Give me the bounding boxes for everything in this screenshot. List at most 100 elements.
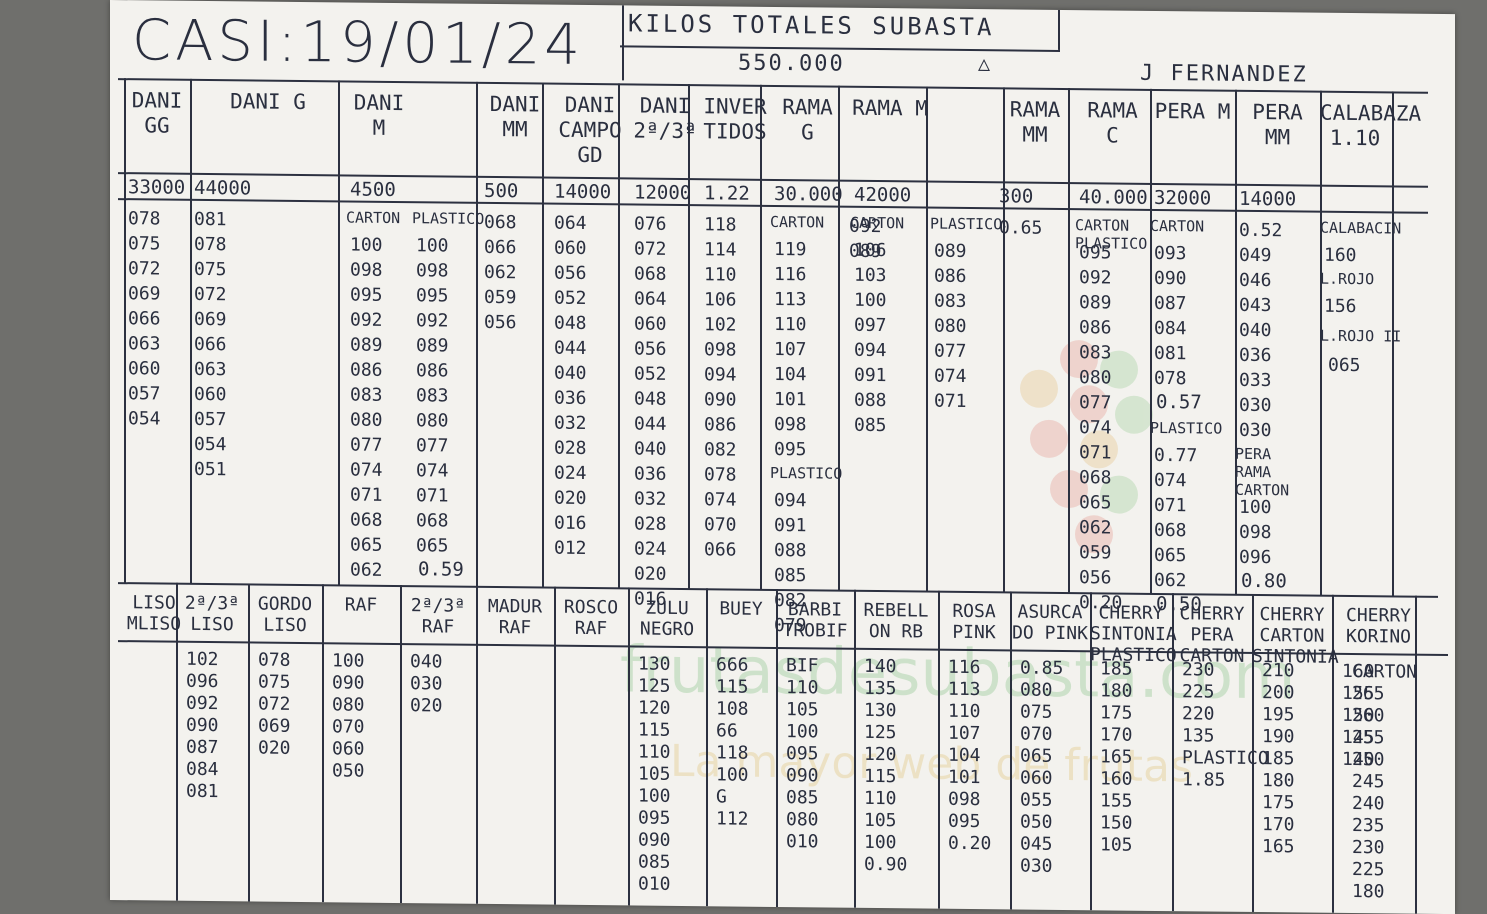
cell-value: 085: [774, 564, 807, 587]
cell-value: 068: [484, 211, 517, 234]
cell-value: 100: [638, 785, 671, 807]
cell-value: 106: [854, 239, 887, 262]
cell-value: 0.20: [948, 832, 992, 855]
cell-value: 115: [638, 719, 671, 741]
cell-value: 068: [350, 509, 383, 531]
cell-value: 100: [854, 289, 887, 312]
cell-value: 165: [1100, 746, 1133, 768]
cell-value: 040: [1239, 319, 1272, 342]
cell-value: 101: [948, 766, 981, 789]
cell-value: 010: [786, 831, 819, 853]
value-column: 0.85 080 075 070 065 060 055 050 045 030: [1020, 658, 1063, 878]
cell-value: 078: [258, 649, 291, 671]
cell-value: 036: [634, 463, 667, 485]
column-header: ZULU NEGRO: [639, 597, 695, 641]
column-total: 300: [999, 185, 1034, 208]
cell-value: 119: [774, 238, 807, 261]
sub-label: CARTON: [850, 213, 905, 233]
cell-value: 105: [864, 809, 897, 832]
column-total: 12000: [634, 181, 692, 205]
cell-value: 098: [1239, 521, 1272, 544]
cell-value: 032: [554, 412, 587, 434]
cell-value: 060: [332, 738, 365, 760]
cell-value: 043: [1239, 294, 1272, 317]
cell-value: 095: [786, 743, 819, 765]
total-kilos: 550.000: [738, 50, 845, 77]
cell-value: 105: [786, 699, 819, 721]
cell-value: 060: [634, 313, 667, 335]
cell-value: 072: [128, 258, 161, 280]
column-header: PERA M: [1154, 98, 1231, 124]
cell-value: 070: [332, 716, 365, 738]
cell-value: 120: [864, 743, 897, 766]
value-column: 100 098 095 092 089 086 083 080 077 074 071 068 065 0…: [350, 233, 383, 583]
column-header: DANI 2ª/3ª: [633, 93, 697, 144]
cell-value: 106: [704, 289, 737, 311]
rule-line: [1150, 88, 1152, 594]
cell-value: 200: [1262, 682, 1295, 704]
cell-value: 097: [854, 314, 887, 337]
cell-value: 024: [554, 462, 587, 484]
cell-value: 040: [634, 438, 667, 460]
rule-line: [688, 84, 690, 590]
cell-value: 116: [774, 263, 807, 286]
cell-value: 092: [186, 692, 219, 715]
value-column: CARTON 265 260 255 250 245 240 235 230 225 180: [1352, 661, 1417, 904]
cell-value: 156: [1324, 295, 1357, 318]
cell-value: 098: [704, 339, 737, 361]
cell-value: 078: [194, 233, 227, 256]
column-header: RAMA G: [782, 95, 833, 145]
cell-value: 059: [484, 286, 517, 309]
column-total: 44000: [194, 176, 252, 200]
cell-value: 0.59: [418, 558, 464, 581]
cell-value: 095: [774, 438, 807, 461]
cell-value: 118: [716, 742, 749, 764]
cell-value: 060: [1020, 767, 1053, 789]
value-column: 065: [1328, 353, 1361, 378]
cell-value: 150: [1100, 812, 1133, 834]
cell-value: 088: [854, 389, 887, 412]
cell-value: 105: [638, 763, 671, 785]
cell-value: 102: [704, 314, 737, 336]
cell-value: 098: [774, 413, 807, 436]
cell-value: 056: [554, 262, 587, 284]
value-column: 130 125 120 115 110 105 100 095 090 085 010: [638, 654, 671, 896]
sub-label: PLASTICO: [1150, 418, 1223, 438]
cell-value: 096: [186, 670, 219, 693]
cell-value: 091: [774, 514, 807, 537]
cell-value: 115: [716, 676, 749, 698]
cell-value: 110: [704, 264, 737, 286]
column-header: CHERRY SINTONIA PLASTICO: [1090, 602, 1177, 667]
cell-value: 049: [1239, 244, 1272, 267]
cell-value: 094: [704, 364, 737, 386]
cell-value: 056: [484, 311, 517, 334]
cell-value: 065: [1154, 544, 1187, 567]
cell-value: 195: [1262, 704, 1295, 726]
cell-value: 113: [948, 678, 981, 701]
sub-label: PLASTICO: [770, 463, 843, 483]
cell-value: 077: [934, 340, 967, 362]
cell-value: 078: [704, 464, 737, 486]
cell-value: 077: [416, 435, 449, 457]
cell-value: 063: [194, 358, 227, 381]
cell-value: 112: [716, 808, 749, 830]
cell-value: 071: [1079, 442, 1112, 464]
cell-value: 069: [128, 283, 161, 305]
sub-label: L.ROJO II: [1320, 326, 1402, 346]
cell-value: 085: [638, 851, 671, 873]
rule-line: [1332, 594, 1334, 913]
cell-value: 020: [410, 695, 443, 717]
column-header: DANI G: [230, 89, 306, 115]
column-header: ROSCO RAF: [563, 596, 619, 640]
cell-value: CARTON: [1352, 661, 1418, 683]
cell-value: 065: [1328, 354, 1361, 377]
cell-value: 185: [1100, 658, 1133, 680]
cell-value: 225: [1182, 681, 1215, 703]
cell-value: 116: [948, 656, 981, 679]
cell-value: 057: [128, 383, 161, 405]
column-total: 1.22: [704, 182, 750, 205]
cell-value: 050: [332, 760, 365, 782]
cell-value: 081: [1154, 342, 1187, 365]
cell-value: 100: [350, 234, 383, 256]
cell-value: 094: [854, 339, 887, 362]
